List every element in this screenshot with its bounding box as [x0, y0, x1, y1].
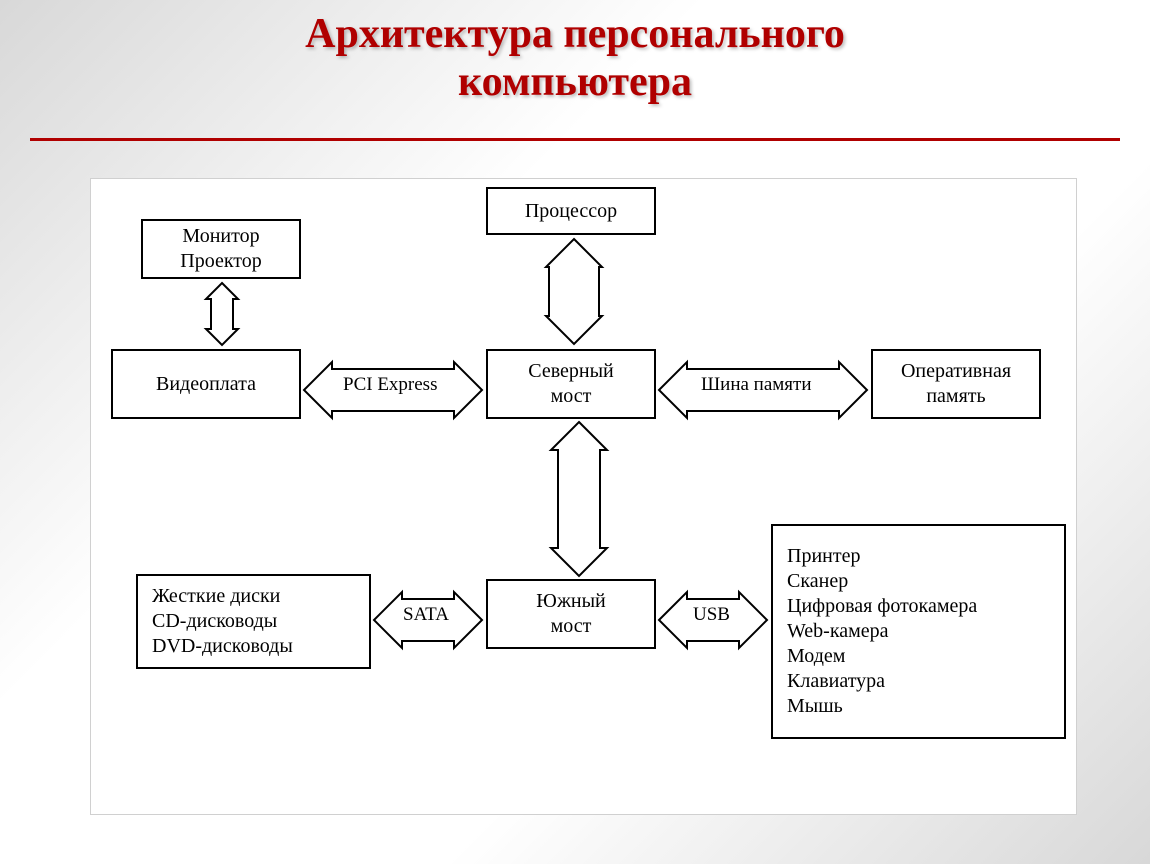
node-monitor: МониторПроектор: [141, 219, 301, 279]
title-line-2: компьютера: [458, 59, 692, 105]
connector-north_south: [551, 422, 607, 576]
node-label-disks: Жесткие дискиCD-дисководыDVD-дисководы: [138, 580, 369, 663]
node-ram: Оперативнаяпамять: [871, 349, 1041, 419]
node-label-monitor: МониторПроектор: [143, 220, 299, 278]
connector-label-disks_south: SATA: [403, 604, 449, 626]
node-label-south: Южныймост: [488, 585, 654, 643]
node-label-processor: Процессор: [488, 195, 654, 228]
node-south: Южныймост: [486, 579, 656, 649]
diagram-area: PCI Express Шина памяти SATA USB Процессор Мо…: [90, 178, 1077, 815]
node-periph: ПринтерСканерЦифровая фотокамераWeb-каме…: [771, 524, 1066, 739]
connector-label-north_ram: Шина памяти: [701, 374, 812, 396]
node-label-ram: Оперативнаяпамять: [873, 355, 1039, 413]
node-label-periph: ПринтерСканерЦифровая фотокамераWeb-каме…: [773, 540, 1064, 723]
node-video: Видеоплата: [111, 349, 301, 419]
slide: Архитектура персонального компьютера PCI…: [0, 0, 1150, 864]
connector-label-south_periph: USB: [693, 604, 730, 626]
connector-mon_video: [206, 283, 238, 345]
page-title: Архитектура персонального компьютера: [0, 10, 1150, 107]
node-north: Северныймост: [486, 349, 656, 419]
title-line-1: Архитектура персонального: [305, 11, 845, 57]
node-processor: Процессор: [486, 187, 656, 235]
node-label-video: Видеоплата: [113, 368, 299, 401]
connector-proc_north: [546, 239, 602, 344]
architecture-diagram: PCI Express Шина памяти SATA USB Процессор Мо…: [91, 179, 1076, 814]
connector-label-video_north: PCI Express: [343, 374, 437, 396]
title-underline: [30, 138, 1120, 141]
node-label-north: Северныймост: [488, 355, 654, 413]
node-disks: Жесткие дискиCD-дисководыDVD-дисководы: [136, 574, 371, 669]
